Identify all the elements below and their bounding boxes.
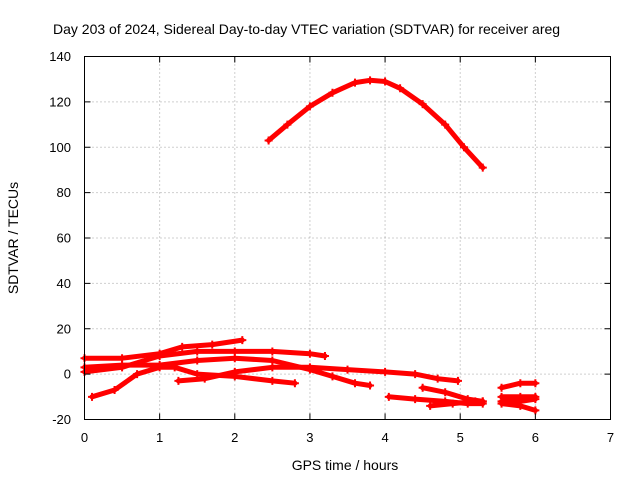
data-point [328,372,337,381]
y-tick-label: 0 [64,367,71,382]
data-point [305,102,314,111]
series-arc-4 [88,363,299,401]
data-point [411,395,420,404]
chart-title: Day 203 of 2024, Sidereal Day-to-day VTE… [53,21,560,37]
data-point [516,397,525,406]
series-line [82,355,373,388]
data-point [471,397,480,406]
data-point [118,361,127,370]
series-arc-10 [497,379,540,392]
series-arc-5 [80,354,375,390]
data-point [320,351,329,360]
data-point [268,363,277,372]
series-arc-9 [426,397,487,410]
series-line [499,401,538,413]
data-point [418,383,427,392]
series-group [80,76,540,415]
data-point [478,163,487,172]
data-point [478,397,487,406]
data-point [200,374,209,383]
data-point [418,100,427,109]
data-point [230,367,239,376]
series-line [266,77,486,171]
data-point [453,376,462,385]
data-point [381,367,390,376]
data-point [426,401,435,410]
data-point [366,381,375,390]
x-tick-label: 7 [607,430,614,445]
data-point [459,143,468,152]
data-point [238,336,247,345]
y-tick-label: 120 [49,94,71,109]
y-tick-label: 100 [49,140,71,155]
data-point [178,342,187,351]
data-point [305,349,314,358]
data-point [516,379,525,388]
data-point [497,383,506,392]
data-point [155,351,164,360]
y-tick-label: -20 [52,412,71,427]
data-point [230,354,239,363]
data-point [384,392,393,401]
data-point [155,361,164,370]
axis-ticks [84,56,611,420]
y-tick-label: 140 [49,49,71,64]
data-point [343,365,352,374]
y-tick-label: 40 [57,276,71,291]
x-tick-label: 5 [457,430,464,445]
data-point [531,395,540,404]
data-point [283,120,292,129]
x-axis-label: GPS time / hours [292,457,399,473]
data-point [88,392,97,401]
data-point [118,354,127,363]
data-point [441,120,450,129]
series-line [175,364,461,384]
grid [84,56,611,420]
data-point [351,379,360,388]
x-tick-label: 4 [381,430,388,445]
series-arc-13 [497,395,540,406]
data-point [448,399,457,408]
data-point [110,386,119,395]
series-arc-6 [174,363,462,385]
data-point [396,84,405,93]
data-point [193,347,202,356]
data-point [174,376,183,385]
series-line [82,337,245,361]
data-point [268,376,277,385]
data-point [351,78,360,87]
data-point [193,370,202,379]
series-arc-1 [264,76,487,172]
data-point [208,340,217,349]
x-tick-label: 2 [231,430,238,445]
x-tick-label: 6 [532,430,539,445]
data-point [531,379,540,388]
data-point [441,388,450,397]
data-point [531,406,540,415]
y-tick-label: 60 [57,231,71,246]
data-point [433,374,442,383]
y-tick-label: 20 [57,321,71,336]
data-point [381,77,390,86]
data-point [328,88,337,97]
data-point [366,76,375,85]
x-tick-label: 3 [306,430,313,445]
data-point [133,370,142,379]
data-point [497,397,506,406]
x-tick-label: 0 [81,430,88,445]
y-axis-label: SDTVAR / TECUs [5,182,21,294]
data-point [305,363,314,372]
data-point [193,356,202,365]
x-tick-label: 1 [156,430,163,445]
data-point [264,136,273,145]
data-point [268,356,277,365]
data-point [268,347,277,356]
data-point [290,379,299,388]
data-point [230,347,239,356]
y-tick-label: 80 [57,185,71,200]
data-point [411,370,420,379]
